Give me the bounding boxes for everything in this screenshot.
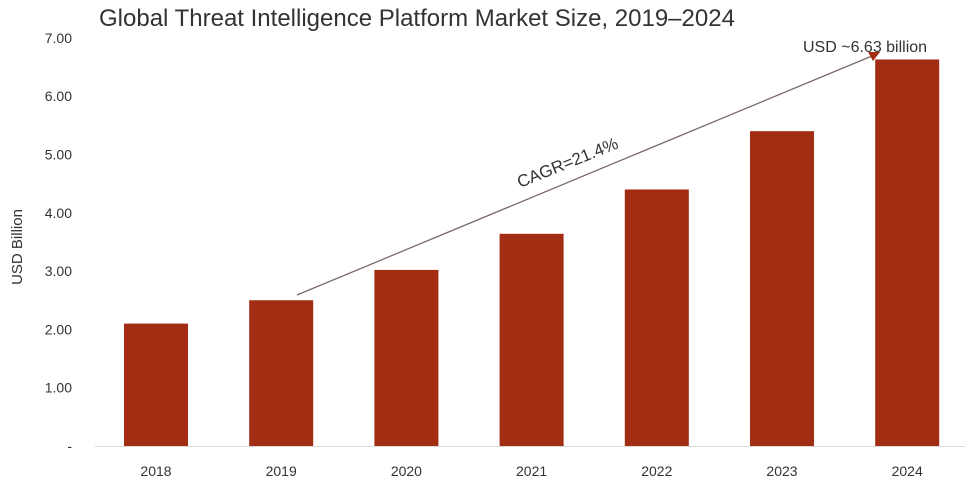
x-tick-label: 2022 xyxy=(641,463,672,479)
x-tick-label: 2020 xyxy=(391,463,422,479)
y-tick-label: - xyxy=(67,438,72,454)
x-tick-label: 2024 xyxy=(892,463,923,479)
bar-2018 xyxy=(124,323,188,446)
x-tick-label: 2018 xyxy=(140,463,171,479)
bar-2023 xyxy=(750,131,814,446)
bar-2022 xyxy=(624,189,689,447)
bar-2019 xyxy=(249,300,314,446)
cagr-arrow-line xyxy=(296,55,873,296)
bar-2021 xyxy=(499,233,564,446)
y-tick-label: 6.00 xyxy=(45,88,72,104)
y-tick-label: 4.00 xyxy=(45,205,72,221)
cagr-arrow-head xyxy=(868,52,880,61)
y-tick-label: 3.00 xyxy=(45,263,72,279)
final-value-label: USD ~6.63 billion xyxy=(803,39,927,56)
bar-2020 xyxy=(374,269,439,446)
y-tick-label: 1.00 xyxy=(45,380,72,396)
y-tick-label: 7.00 xyxy=(45,30,72,46)
x-tick-label: 2023 xyxy=(766,463,797,479)
y-axis-label: USD Billion xyxy=(9,209,26,285)
y-tick-label: 5.00 xyxy=(45,147,72,163)
x-tick-label: 2021 xyxy=(516,463,547,479)
chart-title: Global Threat Intelligence Platform Mark… xyxy=(99,5,735,32)
bar-2024 xyxy=(875,59,940,446)
x-tick-label: 2019 xyxy=(266,463,297,479)
y-tick-label: 2.00 xyxy=(45,321,72,337)
